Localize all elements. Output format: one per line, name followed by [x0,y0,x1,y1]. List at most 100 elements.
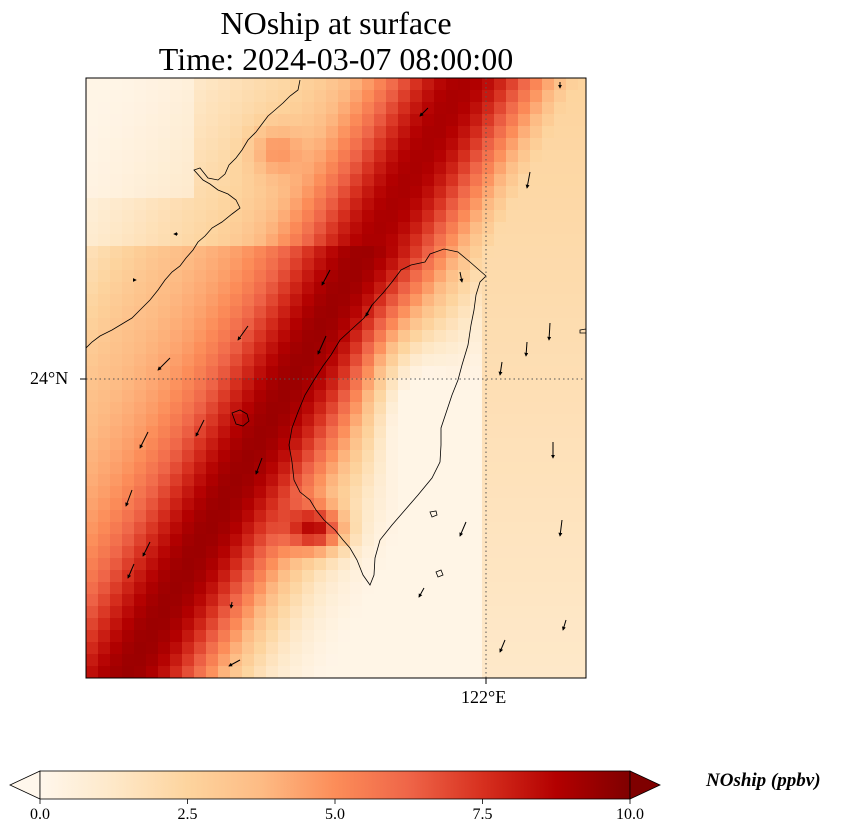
field-cell [506,546,519,559]
field-cell [350,114,363,127]
field-cell [98,234,111,247]
field-cell [518,402,531,415]
field-cell [218,618,231,631]
field-cell [398,198,411,211]
field-cell [314,438,327,451]
field-cell [566,306,579,319]
field-cell [314,78,327,91]
field-cell [482,342,495,355]
field-cell [554,438,567,451]
field-cell [182,606,195,619]
field-cell [134,78,147,91]
field-cell [386,654,399,667]
field-cell [194,498,207,511]
field-cell [554,666,567,678]
field-cell [110,270,123,283]
field-cell [458,630,471,643]
field-cell [470,438,483,451]
field-cell [482,270,495,283]
field-cell [482,366,495,379]
field-cell [482,462,495,475]
field-cell [242,90,255,103]
field-cell [542,246,555,259]
field-cell [398,498,411,511]
field-cell [494,426,507,439]
field-cell [470,330,483,343]
field-cell [122,186,135,199]
wind-arrow [547,322,552,341]
field-cell [266,210,279,223]
field-cell [302,342,315,355]
field-cell [494,150,507,163]
field-cell [98,474,111,487]
field-cell [86,558,99,571]
field-cell [194,486,207,499]
field-cell [434,522,447,535]
field-cell [146,654,159,667]
field-cell [194,294,207,307]
field-cell [326,342,339,355]
field-cell [134,594,147,607]
field-cell [290,186,303,199]
field-cell [170,486,183,499]
field-cell [494,666,507,678]
field-cell [446,282,459,295]
field-cell [434,426,447,439]
field-cell [458,582,471,595]
field-cell [314,258,327,271]
field-cell [542,294,555,307]
field-cell [158,654,171,667]
field-cell [122,282,135,295]
field-cell [110,138,123,151]
field-cell [314,570,327,583]
field-cell [410,234,423,247]
field-cell [158,186,171,199]
field-cell [134,222,147,235]
field-cell [242,246,255,259]
field-cell [566,618,579,631]
field-cell [422,606,435,619]
field-cell [326,486,339,499]
field-cell [110,534,123,547]
field-cell [146,294,159,307]
field-cell [386,558,399,571]
field-cell [470,630,483,643]
field-cell [98,594,111,607]
field-cell [326,618,339,631]
field-cell [350,186,363,199]
field-cell [170,150,183,163]
field-cell [302,138,315,151]
field-cell [134,198,147,211]
field-cell [446,186,459,199]
field-cell [218,78,231,91]
field-cell [194,126,207,139]
field-cell [446,474,459,487]
field-cell [554,390,567,403]
field-cell [470,366,483,379]
field-cell [266,438,279,451]
field-cell [434,474,447,487]
field-cell [494,462,507,475]
field-cell [314,390,327,403]
field-cell [554,306,567,319]
field-cell [446,426,459,439]
field-cell [230,414,243,427]
field-cell [350,354,363,367]
field-cell [302,366,315,379]
field-cell [206,462,219,475]
field-cell [362,510,375,523]
field-cell [194,306,207,319]
field-cell [398,78,411,91]
field-cell [458,414,471,427]
field-cell [158,642,171,655]
field-cell [314,318,327,331]
field-cell [302,234,315,247]
field-cell [458,654,471,667]
field-cell [146,558,159,571]
field-cell [134,342,147,355]
field-cell [254,534,267,547]
field-cell [554,414,567,427]
field-cell [350,270,363,283]
field-cell [158,102,171,115]
field-cell [434,606,447,619]
